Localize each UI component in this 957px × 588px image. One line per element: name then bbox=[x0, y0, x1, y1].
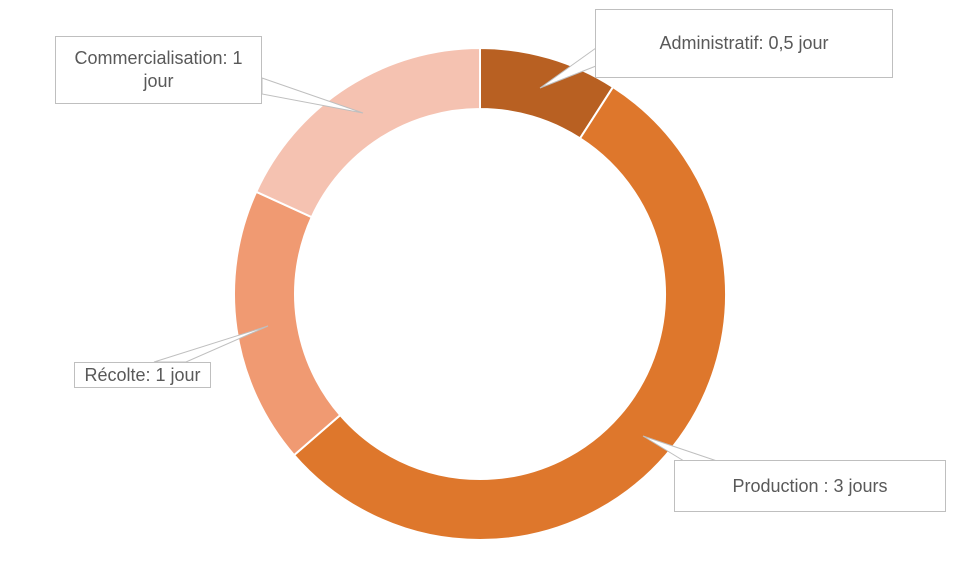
slice-commercialisation bbox=[254, 46, 481, 219]
slice-recolte bbox=[233, 190, 342, 457]
slice-production bbox=[292, 85, 727, 541]
data-label-recolte: Récolte: 1 jour bbox=[74, 362, 211, 388]
leader-commercialisation bbox=[261, 77, 364, 114]
data-label-commercialisation: Commercialisation: 1 jour bbox=[55, 36, 262, 104]
data-label-administratif: Administratif: 0,5 jour bbox=[595, 9, 893, 78]
data-label-production: Production : 3 jours bbox=[674, 460, 946, 512]
